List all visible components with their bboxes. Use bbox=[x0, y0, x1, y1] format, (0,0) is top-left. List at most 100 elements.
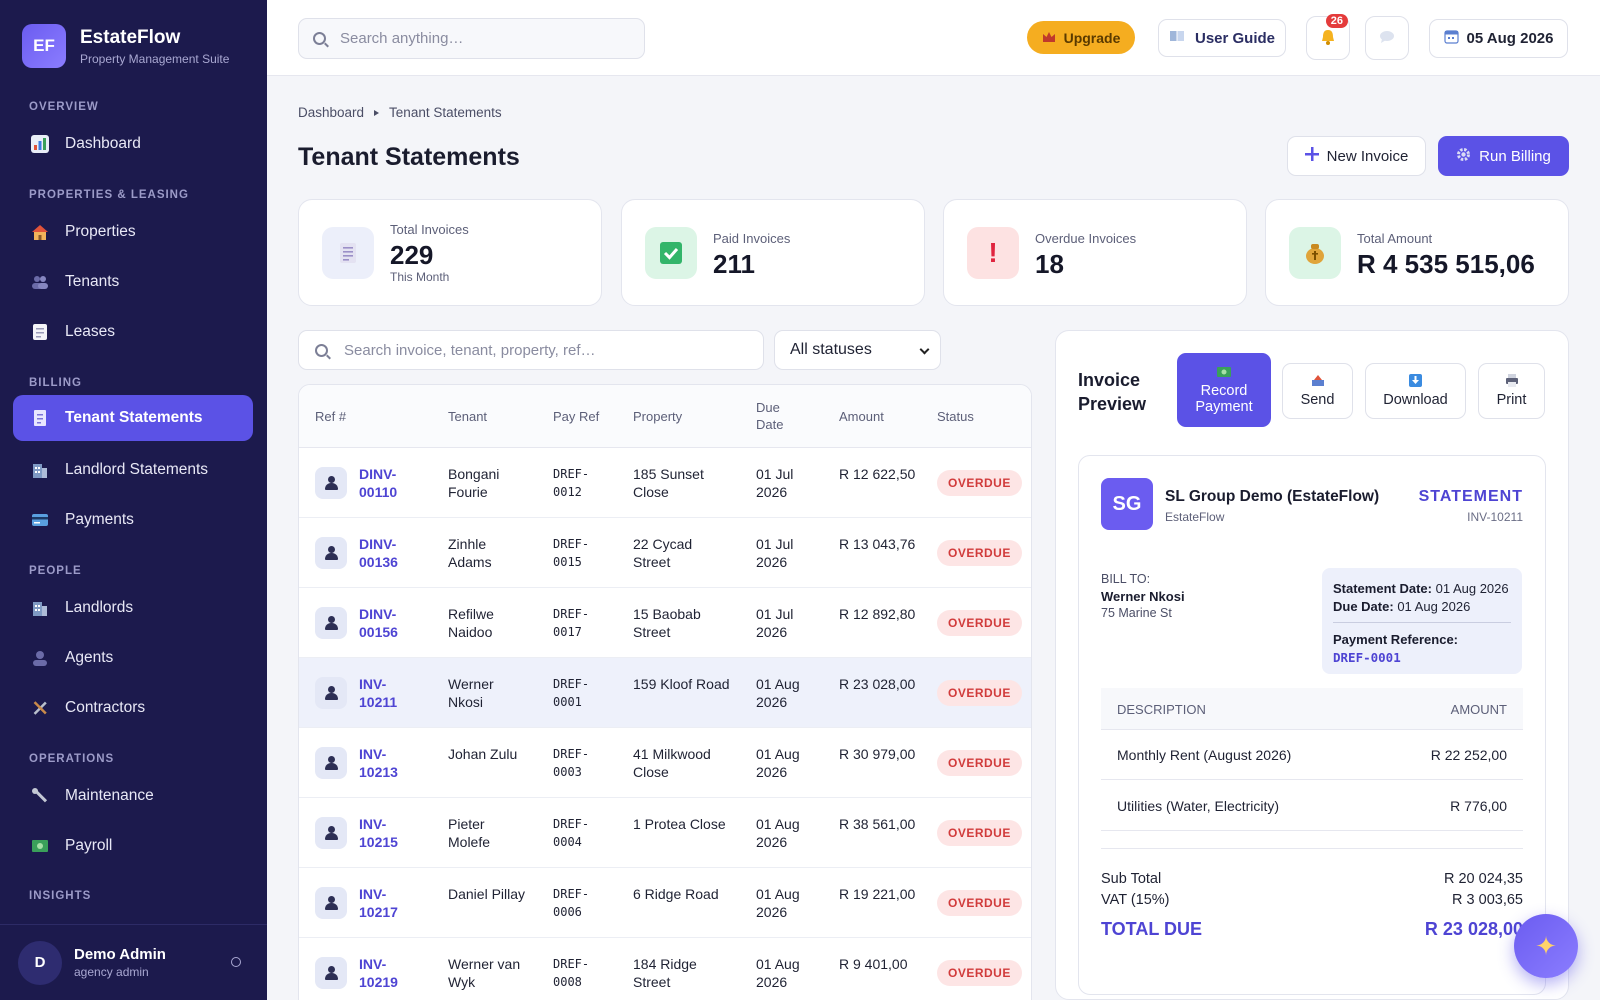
sidebar-item-tenants[interactable]: Tenants bbox=[13, 259, 253, 305]
building-icon bbox=[31, 461, 49, 479]
sidebar-item-tenant-statements[interactable]: Tenant Statements bbox=[13, 395, 253, 441]
chevron-down-icon bbox=[919, 344, 930, 355]
invoice-ref-link[interactable]: DINV-00110 bbox=[359, 466, 398, 500]
table-row[interactable]: INV-10217 Daniel Pillay DREF-0006 6 Ridg… bbox=[299, 868, 1031, 938]
table-row[interactable]: DINV-00110 Bongani Fourie DREF-0012 185 … bbox=[299, 448, 1031, 518]
sidebar-item-landlord-statements[interactable]: Landlord Statements bbox=[13, 447, 253, 493]
download-button[interactable]: Download bbox=[1365, 363, 1466, 419]
due-date-value: 01 Aug 2026 bbox=[1397, 599, 1471, 614]
column-header-property[interactable]: Property bbox=[633, 409, 683, 424]
table-row[interactable]: INV-10211 Werner Nkosi DREF-0001 159 Klo… bbox=[299, 658, 1031, 728]
invoice-ref-link[interactable]: INV-10211 bbox=[359, 676, 398, 710]
sidebar-item-landlords[interactable]: Landlords bbox=[13, 585, 253, 631]
invoice-table: Ref # Tenant Pay Ref Property Due Date A… bbox=[298, 384, 1032, 1000]
status-badge: OVERDUE bbox=[937, 680, 1022, 706]
brand[interactable]: EF EstateFlow Property Management Suite bbox=[22, 24, 229, 68]
invoice-ref-link[interactable]: DINV-00136 bbox=[359, 536, 398, 570]
due-date: 01 Jul 2026 bbox=[756, 466, 794, 500]
pay-ref: DREF-0017 bbox=[553, 607, 590, 639]
company-name: SL Group Demo (EstateFlow) bbox=[1165, 488, 1380, 505]
notifications-button[interactable]: 26 bbox=[1306, 14, 1350, 60]
send-button[interactable]: Send bbox=[1282, 363, 1353, 419]
sidebar-item-agents[interactable]: Agents bbox=[13, 635, 253, 681]
subtotal-value: R 20 024,35 bbox=[1443, 871, 1523, 887]
table-row[interactable]: INV-10219 Werner van Wyk DREF-0008 184 R… bbox=[299, 938, 1031, 1000]
sidebar-item-label: Tenant Statements bbox=[65, 409, 203, 426]
column-header-ref[interactable]: Ref # bbox=[315, 409, 347, 424]
sidebar-item-label: Properties bbox=[65, 223, 136, 240]
invoice-ref-link[interactable]: INV-10215 bbox=[359, 816, 398, 850]
ai-assistant-button[interactable]: ✦ bbox=[1514, 914, 1578, 978]
invoice-amount: R 9 401,00 bbox=[839, 956, 908, 972]
stat-label: Overdue Invoices bbox=[1035, 231, 1137, 246]
brand-logo: EF bbox=[22, 24, 66, 68]
company-logo: SG bbox=[1101, 478, 1153, 530]
chat-bubble-icon bbox=[1379, 30, 1395, 47]
invoice-ref-link[interactable]: INV-10217 bbox=[359, 886, 398, 920]
table-row[interactable]: DINV-00136 Zinhle Adams DREF-0015 22 Cyc… bbox=[299, 518, 1031, 588]
line-item: Monthly Rent (August 2026) R 22 252,00 bbox=[1101, 730, 1523, 780]
upgrade-button[interactable]: Upgrade bbox=[1027, 21, 1135, 54]
user-guide-button[interactable]: User Guide bbox=[1158, 19, 1286, 57]
record-payment-button[interactable]: Record Payment bbox=[1177, 353, 1271, 427]
line-description: Monthly Rent (August 2026) bbox=[1117, 747, 1292, 763]
status-badge: OVERDUE bbox=[937, 610, 1022, 636]
sidebar-item-maintenance[interactable]: Maintenance bbox=[13, 773, 253, 819]
invoice-ref-link[interactable]: DINV-00156 bbox=[359, 606, 398, 640]
tenant-avatar-icon bbox=[315, 747, 347, 779]
settings-icon[interactable] bbox=[231, 957, 241, 967]
status-filter-select[interactable]: All statuses bbox=[774, 330, 941, 370]
property-address: 15 Baobab Street bbox=[633, 606, 701, 640]
global-search-input[interactable]: Search anything… bbox=[298, 18, 645, 59]
crown-icon bbox=[1042, 30, 1056, 46]
stat-card-total-amount: Total Amount R 4 535 515,06 bbox=[1265, 199, 1569, 306]
pay-ref: DREF-0008 bbox=[553, 957, 590, 989]
sidebar-item-leases[interactable]: Leases bbox=[13, 309, 253, 355]
column-header-due-date[interactable]: Due Date bbox=[756, 400, 784, 432]
date-picker-button[interactable]: 05 Aug 2026 bbox=[1429, 19, 1568, 58]
due-date: 01 Aug 2026 bbox=[756, 676, 800, 710]
status-badge: OVERDUE bbox=[937, 820, 1022, 846]
column-header-tenant[interactable]: Tenant bbox=[448, 409, 488, 424]
print-button[interactable]: Print bbox=[1478, 363, 1545, 419]
new-invoice-button[interactable]: New Invoice bbox=[1287, 136, 1426, 176]
sidebar-item-payments[interactable]: Payments bbox=[13, 497, 253, 543]
bill-to-name: Werner Nkosi bbox=[1101, 589, 1185, 604]
sidebar-item-contractors[interactable]: Contractors bbox=[13, 685, 253, 731]
user-profile[interactable]: D Demo Admin agency admin bbox=[0, 924, 267, 1000]
column-header-amount[interactable]: Amount bbox=[839, 409, 884, 424]
payment-reference-label: Payment Reference: bbox=[1333, 632, 1458, 647]
table-row[interactable]: DINV-00156 Refilwe Naidoo DREF-0017 15 B… bbox=[299, 588, 1031, 658]
sidebar-item-label: Payments bbox=[65, 511, 134, 528]
table-row[interactable]: INV-10215 Pieter Molefe DREF-0004 1 Prot… bbox=[299, 798, 1031, 868]
table-row[interactable]: INV-10213 Johan Zulu DREF-0003 41 Milkwo… bbox=[299, 728, 1031, 798]
nav-section-properties-leasing: PROPERTIES & LEASING bbox=[29, 189, 189, 201]
invoice-search-input[interactable]: Search invoice, tenant, property, ref… bbox=[298, 330, 764, 370]
sidebar-item-label: Landlords bbox=[65, 599, 134, 616]
column-header-pay-ref[interactable]: Pay Ref bbox=[553, 409, 600, 424]
breadcrumb-dashboard-link[interactable]: Dashboard bbox=[298, 105, 365, 120]
card-icon bbox=[31, 511, 49, 529]
due-date: 01 Jul 2026 bbox=[756, 606, 794, 640]
download-label: Download bbox=[1383, 392, 1448, 408]
due-date: 01 Jul 2026 bbox=[756, 536, 794, 570]
plus-icon bbox=[1304, 147, 1319, 165]
messages-button[interactable] bbox=[1365, 16, 1409, 60]
sidebar-item-properties[interactable]: Properties bbox=[13, 209, 253, 255]
receipt-icon bbox=[31, 409, 49, 427]
total-due-label: TOTAL DUE bbox=[1101, 919, 1203, 939]
run-billing-button[interactable]: Run Billing bbox=[1438, 136, 1569, 176]
invoice-amount: R 19 221,00 bbox=[839, 886, 916, 902]
invoice-ref-link[interactable]: INV-10219 bbox=[359, 956, 398, 990]
sidebar-item-payroll[interactable]: Payroll bbox=[13, 823, 253, 869]
invoice-ref-link[interactable]: INV-10213 bbox=[359, 746, 398, 780]
column-header-status[interactable]: Status bbox=[937, 409, 974, 424]
stat-value: 18 bbox=[1035, 249, 1064, 279]
invoice-amount: R 13 043,76 bbox=[839, 536, 916, 552]
line-description: Utilities (Water, Electricity) bbox=[1117, 798, 1280, 814]
pay-ref: DREF-0015 bbox=[553, 537, 590, 569]
due-date: 01 Aug 2026 bbox=[756, 956, 800, 990]
sidebar-item-label: Landlord Statements bbox=[65, 461, 209, 478]
sidebar-item-dashboard[interactable]: Dashboard bbox=[13, 121, 253, 167]
tenant-name: Johan Zulu bbox=[448, 746, 518, 762]
